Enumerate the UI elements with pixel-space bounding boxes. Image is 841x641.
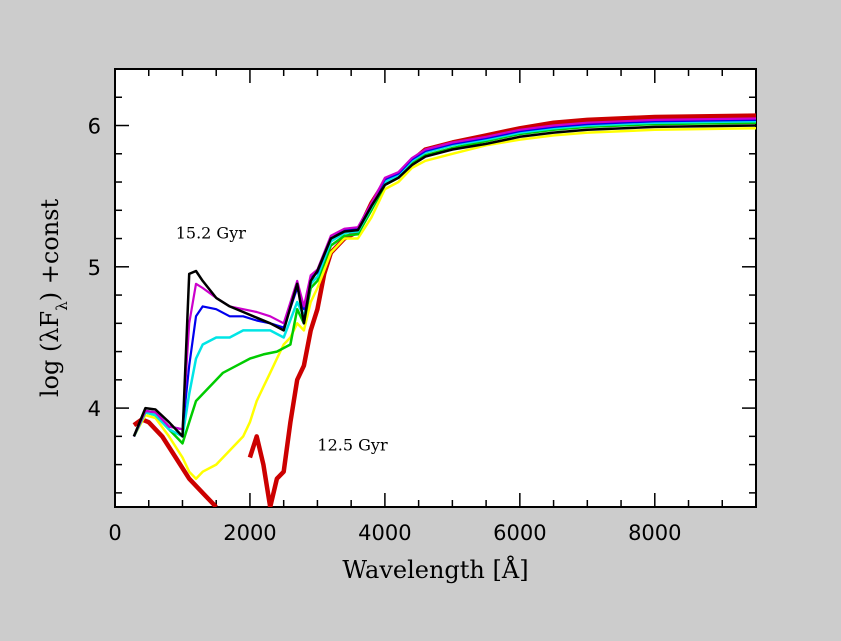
x-tick-label: 2000 [223,521,276,545]
annotation-15-2-gyr: 15.2 Gyr [176,224,247,243]
x-tick-label: 4000 [358,521,411,545]
plot-area [114,68,757,508]
series-line-6 [132,124,756,438]
x-tick-label: 8000 [628,521,681,545]
series-line-1 [132,127,756,480]
series-line-5 [132,117,756,437]
x-tick-label: 0 [108,521,121,545]
y-tick-label: 6 [88,115,101,139]
tick-labels: 0 2000 4000 6000 8000 4 5 6 [88,115,682,545]
y-axis-title-sub: λ [53,301,71,311]
x-axis-title: Wavelength [Å] [342,555,528,584]
annotation-12-5-gyr: 12.5 Gyr [317,435,388,454]
y-axis-title-main: log (λF [36,311,64,397]
series-layer [132,113,756,507]
x-tick-label: 6000 [493,521,546,545]
y-axis-title-tail: ) +const [36,199,64,302]
axis-ticks [114,68,757,507]
y-tick-label: 4 [88,397,101,421]
y-tick-label: 5 [88,256,101,280]
y-axis-title: log (λFλ) +const [36,199,71,398]
